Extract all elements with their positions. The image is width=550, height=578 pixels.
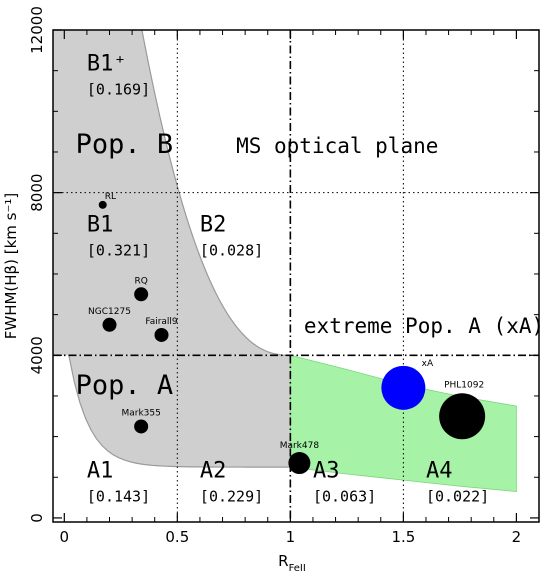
point-phl1092 <box>439 393 486 440</box>
point-label: Mark478 <box>280 441 320 451</box>
region-fraction: [0.321] <box>87 241 150 259</box>
x-tick-label: 0 <box>60 528 70 546</box>
pop-a-label: Pop. A <box>76 370 174 401</box>
point-label: NGC1275 <box>88 307 131 317</box>
region-5: A3 [0.063] <box>313 458 376 505</box>
pop-b-boundary-curve <box>141 30 291 356</box>
point-rl <box>98 200 107 209</box>
y-tick-label: 0 <box>28 513 46 523</box>
pop-b-shaded-region <box>53 30 291 356</box>
point-label: RQ <box>134 276 147 286</box>
pop-b-label: Pop. B <box>76 129 174 160</box>
region-0: B1⁺ [0.169] <box>87 52 150 99</box>
y-axis-ticks: 0 4000 8000 12000 <box>28 6 539 523</box>
plane-title: MS optical plane <box>236 134 438 158</box>
y-tick-label: 8000 <box>28 174 46 212</box>
region-fraction: [0.143] <box>87 487 150 505</box>
point-rq <box>134 287 149 302</box>
point-label: xA <box>422 359 434 369</box>
point-label: PHL1092 <box>444 380 484 390</box>
region-fills <box>53 30 517 492</box>
point-label: Fairall9 <box>145 317 178 327</box>
x-tick-label: 0.5 <box>165 528 189 546</box>
point-ngc1275 <box>102 317 117 332</box>
x-tick-label: 1 <box>286 528 296 546</box>
region-3: A1 [0.143] <box>87 458 150 505</box>
point-mark355 <box>134 419 149 434</box>
y-tick-label: 12000 <box>28 6 46 54</box>
region-name: A1 <box>87 458 114 483</box>
y-axis-label: FWHM(Hβ) [km s⁻¹] <box>2 193 20 340</box>
point-mark478 <box>288 452 311 475</box>
data-points: RL RQ NGC1275 Fairall9 Mark355 Mark478 xA PHL10… <box>88 192 486 475</box>
region-4: A2 [0.229] <box>200 458 263 505</box>
region-name: B1 <box>87 212 114 237</box>
region-name: B2 <box>200 212 227 237</box>
region-name: B1⁺ <box>87 52 127 77</box>
extreme-pop-a-label: extreme Pop. A (xA) <box>304 314 544 338</box>
x-tick-label: 1.5 <box>391 528 415 546</box>
region-fraction: [0.169] <box>87 81 150 99</box>
x-axis-label: RFeII <box>278 552 306 574</box>
population-separators <box>53 30 539 522</box>
plot-frame <box>52 29 540 523</box>
pop-a-boundary-curve <box>68 355 291 468</box>
region-fraction: [0.063] <box>313 487 376 505</box>
region-labels: B1⁺ [0.169] B1 [0.321] B2 [0.028] A1 [0.143] A2 [… <box>87 52 489 506</box>
point-label: Mark355 <box>121 408 160 418</box>
y-tick-label: 4000 <box>28 336 46 374</box>
region-fraction: [0.028] <box>200 241 263 259</box>
point-fairall9 <box>154 327 169 342</box>
grid-lines <box>53 30 539 522</box>
region-2: B2 [0.028] <box>200 212 263 259</box>
x-tick-label: 2 <box>512 528 522 546</box>
region-fraction: [0.022] <box>426 487 489 505</box>
region-fraction: [0.229] <box>200 487 263 505</box>
x-axis-ticks: 0 0.5 1 1.5 2 <box>60 30 522 546</box>
region-name: A4 <box>426 458 453 483</box>
point-label: RL <box>105 192 116 202</box>
region-name: A3 <box>313 458 340 483</box>
region-6: A4 [0.022] <box>426 458 489 505</box>
region-1: B1 [0.321] <box>87 212 150 259</box>
region-name: A2 <box>200 458 227 483</box>
pop-a-shaded-region <box>68 355 291 468</box>
point-xa <box>381 365 426 410</box>
